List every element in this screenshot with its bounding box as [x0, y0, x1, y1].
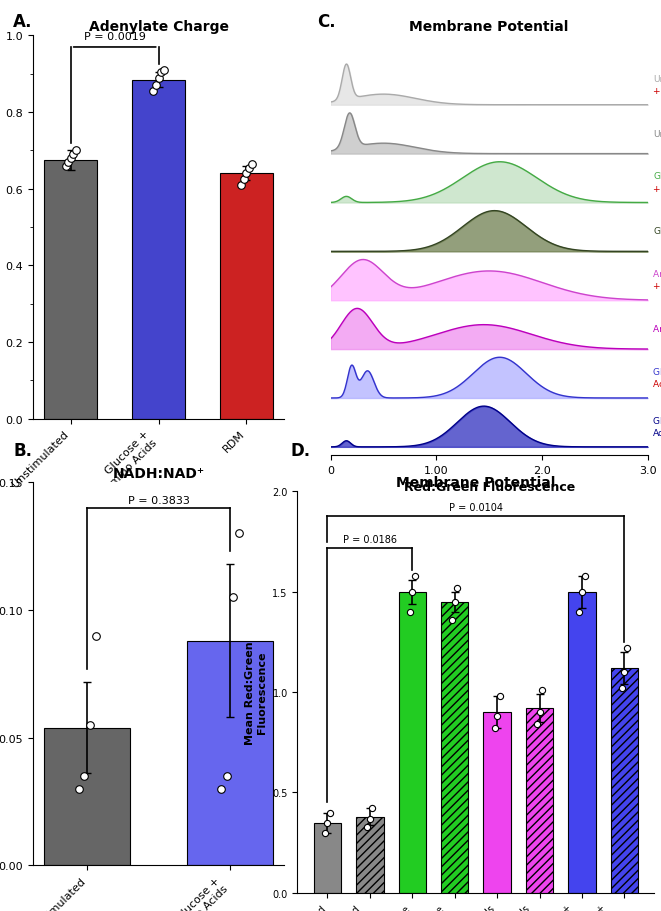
Point	[449, 595, 460, 609]
Point	[365, 812, 375, 826]
Text: P = 0.0104: P = 0.0104	[449, 502, 503, 512]
Point	[367, 802, 377, 816]
Text: P = 0.0186: P = 0.0186	[343, 534, 397, 544]
Point	[405, 605, 415, 619]
Bar	[611, 669, 638, 893]
Point	[71, 144, 81, 159]
Point	[236, 179, 247, 193]
Point	[91, 629, 101, 643]
Bar	[483, 712, 511, 893]
Point	[576, 585, 587, 599]
Bar	[314, 823, 341, 893]
Text: + Dela: + Dela	[653, 282, 661, 292]
Point	[68, 148, 79, 162]
Point	[244, 161, 254, 176]
Point	[156, 66, 167, 80]
Title: Membrane Potential: Membrane Potential	[409, 20, 569, 34]
Point	[239, 173, 249, 188]
Text: Acids + Dela: Acids + Dela	[653, 380, 661, 389]
Text: D.: D.	[291, 442, 311, 459]
Title: Adenylate Charge: Adenylate Charge	[89, 20, 229, 34]
Point	[247, 158, 257, 172]
X-axis label: Red:Green Fluorescence: Red:Green Fluorescence	[403, 481, 575, 494]
Point	[73, 782, 84, 796]
Text: C.: C.	[317, 14, 336, 31]
Point	[621, 641, 632, 656]
Point	[63, 156, 73, 170]
Point	[489, 722, 500, 736]
Bar	[399, 592, 426, 893]
Point	[216, 782, 227, 796]
Bar	[568, 592, 596, 893]
Y-axis label: Mean Red:Green
Fluorescence: Mean Red:Green Fluorescence	[245, 640, 267, 744]
Point	[79, 769, 90, 783]
Point	[325, 805, 335, 820]
Text: + Dela: + Dela	[653, 87, 661, 96]
Text: Unstimulated: Unstimulated	[653, 75, 661, 84]
Text: Amino Acids: Amino Acids	[653, 325, 661, 333]
Text: P = 0.0019: P = 0.0019	[84, 32, 145, 42]
Text: Glucose + Amino: Glucose + Amino	[653, 368, 661, 376]
Point	[452, 581, 463, 596]
Text: Glucose: Glucose	[653, 227, 661, 236]
Point	[619, 665, 630, 680]
Point	[320, 825, 330, 840]
Point	[617, 681, 627, 696]
Text: Acids: Acids	[653, 429, 661, 437]
Text: Unstimulated: Unstimulated	[653, 129, 661, 138]
Text: Glucose: Glucose	[653, 172, 661, 181]
Bar	[44, 728, 130, 865]
Bar	[356, 816, 383, 893]
Point	[148, 85, 159, 99]
Point	[85, 718, 95, 732]
Bar	[525, 709, 553, 893]
Point	[322, 815, 332, 830]
Point	[447, 613, 457, 628]
Bar	[132, 80, 185, 419]
Bar	[44, 160, 97, 419]
Text: A.: A.	[13, 14, 33, 31]
Point	[362, 819, 373, 834]
Point	[534, 705, 545, 720]
Point	[494, 689, 505, 703]
Point	[407, 585, 418, 599]
Bar	[220, 174, 273, 419]
Point	[410, 568, 420, 583]
Point	[159, 64, 169, 78]
Point	[222, 769, 233, 783]
Point	[227, 590, 238, 605]
Point	[60, 159, 71, 174]
Text: B.: B.	[13, 442, 32, 459]
Point	[492, 709, 502, 723]
Point	[153, 71, 164, 86]
Text: Amino Acids: Amino Acids	[653, 270, 661, 279]
Title: NADH:NAD⁺: NADH:NAD⁺	[112, 466, 205, 480]
Text: P = 0.3833: P = 0.3833	[128, 496, 190, 506]
Point	[233, 527, 244, 541]
Text: Glucose + Amino: Glucose + Amino	[653, 416, 661, 425]
Point	[241, 167, 252, 181]
Bar	[187, 641, 273, 865]
Point	[579, 568, 590, 583]
Point	[65, 151, 76, 166]
Point	[151, 79, 161, 94]
Point	[574, 605, 585, 619]
Text: + Dela: + Dela	[653, 185, 661, 193]
Point	[537, 683, 547, 698]
Title: Membrane Potential: Membrane Potential	[396, 476, 556, 489]
Bar	[441, 602, 469, 893]
Point	[531, 717, 542, 732]
